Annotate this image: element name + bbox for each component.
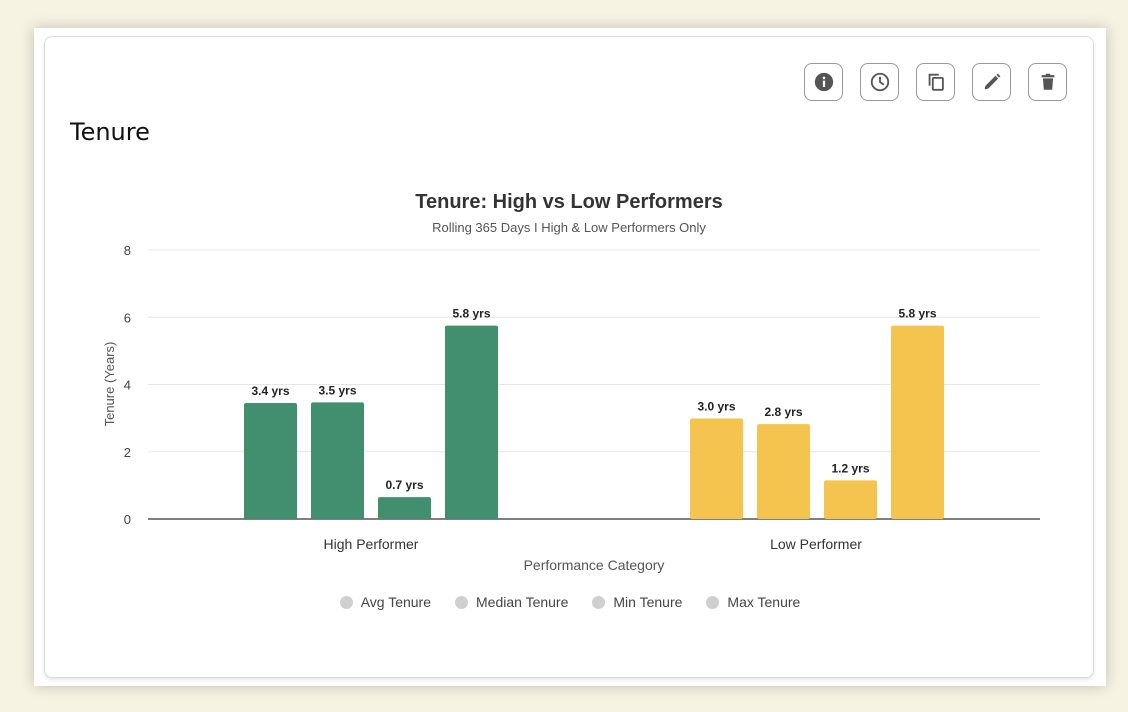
bar — [244, 402, 297, 519]
legend-label: Avg Tenure — [360, 594, 432, 610]
legend-dot-icon — [592, 595, 606, 609]
legend-label: Max Tenure — [727, 594, 801, 610]
history-button[interactable] — [860, 63, 899, 101]
x-tick-label: High Performer — [324, 536, 419, 552]
bar-data-label: 5.8 yrs — [898, 307, 936, 321]
card-title: Tenure — [70, 118, 150, 146]
legend-item[interactable]: Min Tenure — [592, 594, 682, 610]
bar — [445, 325, 498, 519]
bars — [244, 325, 944, 519]
legend-item[interactable]: Median Tenure — [455, 594, 568, 610]
clock-icon — [870, 72, 889, 92]
chart-title: Tenure: High vs Low Performers — [415, 191, 722, 213]
legend-dot-icon — [455, 595, 469, 609]
bar — [690, 418, 743, 519]
y-tick-label: 0 — [124, 512, 131, 527]
edit-button[interactable] — [972, 63, 1011, 101]
legend-item[interactable]: Max Tenure — [706, 594, 800, 610]
bar-data-label: 0.7 yrs — [385, 478, 423, 492]
pencil-icon — [984, 73, 1000, 90]
legend-dot-icon — [339, 595, 353, 609]
info-icon — [814, 72, 833, 92]
category-labels: High Performer Low Performer — [324, 536, 863, 552]
bar-data-label: 1.2 yrs — [831, 461, 869, 475]
x-tick-label: Low Performer — [770, 536, 862, 552]
legend-dot-icon — [706, 595, 720, 609]
bar — [757, 424, 810, 519]
legend: Avg Tenure Median Tenure Min Tenure Max Ten… — [0, 594, 1128, 610]
data-labels: 3.4 yrs 3.5 yrs 0.7 yrs 5.8 yrs 3.0 yrs 2.8 y… — [251, 307, 936, 492]
y-tick-label: 6 — [124, 310, 131, 325]
delete-button[interactable] — [1028, 63, 1067, 101]
legend-label: Median Tenure — [476, 594, 569, 610]
copy-icon — [928, 73, 944, 91]
legend-item[interactable]: Avg Tenure — [339, 594, 432, 610]
bar — [824, 480, 877, 519]
y-tick-label: 4 — [124, 378, 131, 393]
bar-data-label: 3.4 yrs — [251, 384, 289, 398]
x-axis-label: Performance Category — [524, 557, 665, 573]
trash-icon — [1041, 73, 1054, 90]
y-axis-label: Tenure (Years) — [102, 342, 117, 427]
bar-data-label: 3.0 yrs — [697, 399, 735, 413]
bar-data-label: 5.8 yrs — [452, 307, 490, 321]
bar-data-label: 2.8 yrs — [764, 405, 802, 419]
bar-data-label: 3.5 yrs — [318, 383, 356, 397]
bar — [891, 325, 944, 519]
bar — [378, 497, 431, 519]
chart-subtitle: Rolling 365 Days I High & Low Performers… — [432, 220, 706, 235]
legend-label: Min Tenure — [613, 594, 683, 610]
copy-button[interactable] — [916, 63, 955, 101]
y-tick-label: 8 — [124, 243, 131, 258]
info-button[interactable] — [804, 63, 843, 101]
bar — [311, 402, 364, 519]
y-tick-label: 2 — [124, 445, 131, 460]
